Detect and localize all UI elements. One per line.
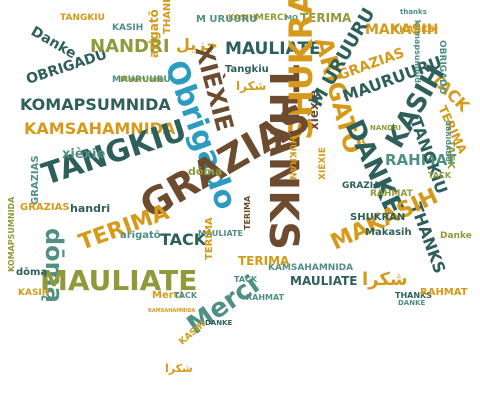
word-terima-vert-right: TERIMA (238, 254, 290, 268)
word-thanks-top-right: thanks (400, 8, 427, 16)
word-grazias-left-small: GRAZIAS (20, 202, 70, 213)
word-rahmat-small: RAHMAT (370, 189, 414, 199)
word-arigato-center: arigatō (120, 230, 161, 241)
word-kasih-top: KASIH (228, 13, 256, 22)
word-rahmat-tail: RAHMAT (246, 293, 285, 302)
word-thanks-vertical: THANKS (260, 65, 306, 250)
word-obrigadu-small: OBRIGADU (444, 120, 452, 162)
word-terima-center: TERIMA (204, 217, 215, 260)
word-grazias-left-vert: GRAZIAS (30, 155, 41, 205)
word-tack-center: TACK (160, 230, 207, 249)
word-xiexie-small-right: XIÈXIE (316, 147, 328, 180)
word-arabic-mid: شكرا (236, 79, 266, 93)
word-thanks-bottom: THANKS (395, 291, 432, 300)
word-mauliate-header: MAULIATE (225, 39, 321, 59)
word-danke-tail: DANKE (205, 319, 233, 327)
word-nandri-small: NANDRI (370, 124, 401, 132)
word-makasih-small: Makasih (365, 227, 412, 238)
word-thanks-upper: THANKS (162, 0, 173, 34)
word-nandri: NANDRI (90, 36, 170, 57)
word-komapsumnida-big: KOMAPSUMNIDA (20, 95, 171, 114)
word-terima-center-vert: TERIMA (243, 195, 252, 230)
word-makasih-tail-small: KAMSAHAMNIDA (148, 308, 195, 314)
word-danke-right-center: Danke (440, 231, 472, 241)
word-merci-top: MERCI (255, 13, 287, 23)
word-tack-small-mid: TACK (428, 171, 452, 180)
word-tack-tail: TACK (174, 291, 198, 300)
word-mauruuru-small-mid: Mauruuru (120, 75, 164, 84)
word-xiexie-lower: xièxie (62, 147, 105, 162)
word-doma-lower: dōmą (188, 165, 222, 178)
word-doma-left: dōmą (16, 267, 47, 278)
word-komapsumnida-right: komapsumnida (413, 20, 422, 88)
word-xiexie-right-vert: xièxie (307, 90, 321, 130)
word-tack-small-bottom: TACK (234, 275, 258, 284)
word-rahmat-right: RAHMAT (385, 151, 457, 169)
word-merci-tail: Merci (152, 290, 183, 301)
word-mauliate-big: MAULIATE (40, 264, 197, 297)
word-m-uruuru-top: M URUURU (196, 14, 257, 25)
word-shukran-right-center: SHUKRAN (350, 212, 405, 223)
word-shukran-vertical: SHUKRAN (282, 0, 320, 140)
word-mauruuru: MAURUURU (112, 75, 171, 85)
word-arigato-upper: arigatō (147, 9, 161, 58)
word-kasih-left: KASIH (18, 288, 49, 298)
word-arabic-tail: شكرا (165, 362, 193, 375)
word-kasih-upper: KASIH (112, 23, 143, 33)
word-doma-vertical: dōmą (40, 228, 68, 303)
word-mo-top: MO (285, 14, 298, 22)
word-rahmat-bottom: RAHMAT (420, 287, 468, 298)
word-arabic-upper: جزيل (176, 35, 218, 54)
word-makasih-top: MAKASIH (365, 22, 438, 38)
word-terima-top: TERIMA (300, 11, 352, 25)
word-mauliate-tiny: MAULIATE (198, 229, 243, 238)
word-mauliate-right: MAULIATE (290, 274, 357, 288)
word-tack-right-col: TACK (445, 140, 456, 170)
word-danke-bottom-right: DANKE (398, 299, 426, 307)
word-arabic-right: شكرا (362, 269, 408, 290)
word-komapsumnida-left: KOMAPSUMNIDA (7, 196, 16, 272)
word-obrigado-right: OBRIGADO (437, 40, 447, 95)
word-kamsahamnida-big: KAMSAHAMNIDA (24, 119, 176, 138)
word-shukran-upper: SHUKRAN (287, 130, 297, 180)
word-thanks-right-small: THANKS (393, 25, 435, 35)
word-handri: handri (70, 202, 110, 215)
word-tangkiu-top: TANGKIU (60, 13, 105, 23)
word-grazias-small-mid: GRAZIAS (342, 181, 387, 191)
word-kamsahamnida-right: KAMSAHAMNIDA (268, 263, 353, 273)
word-tangkiu-mid: Tangkiu (225, 64, 269, 75)
